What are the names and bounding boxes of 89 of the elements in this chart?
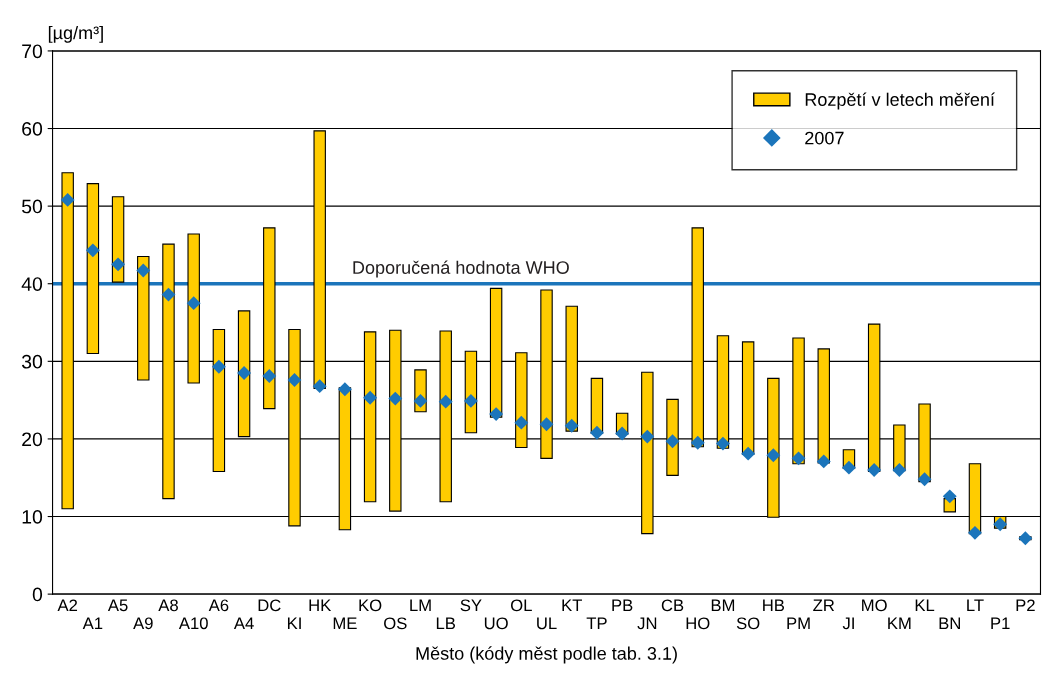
x-tick-label: PB <box>612 599 633 612</box>
point <box>85 243 100 258</box>
x-tick-label: P1 <box>991 617 1010 630</box>
x-tick-label: TP <box>586 617 607 630</box>
point <box>589 425 604 440</box>
x-tick-label: LM <box>410 599 431 612</box>
point <box>161 287 176 302</box>
y-tick-label: 20 <box>22 432 43 447</box>
x-tick-label: OS <box>384 617 407 630</box>
point <box>489 407 504 422</box>
point <box>816 454 831 469</box>
legend-label: Rozpětí v letech měření <box>805 92 995 110</box>
point <box>363 390 378 405</box>
y-tick-label: 30 <box>21 354 43 369</box>
y-tick-label: 50 <box>21 199 43 214</box>
point <box>842 460 856 475</box>
x-tick-label: PM <box>787 617 810 630</box>
point <box>917 472 932 487</box>
x-tick-label: CB <box>661 599 684 612</box>
x-tick-label: UO <box>484 617 508 630</box>
x-tick-label: BN <box>939 617 960 630</box>
x-tick-label: KT <box>562 599 582 612</box>
point <box>111 257 126 272</box>
x-tick-label: MO <box>862 599 887 612</box>
x-tick-label: A5 <box>107 599 128 612</box>
point <box>337 382 352 397</box>
x-tick-label: SO <box>736 617 760 630</box>
x-tick-label: JN <box>637 617 657 630</box>
x-tick-label: UL <box>537 617 557 630</box>
x-tick-label: HK <box>309 599 332 612</box>
point <box>741 446 756 461</box>
point <box>715 436 730 451</box>
x-tick-label: SY <box>460 599 482 612</box>
x-tick-label: A1 <box>82 617 103 630</box>
point <box>211 359 226 374</box>
legend-label: 2007 <box>805 131 844 145</box>
point <box>615 426 630 441</box>
point <box>766 448 781 463</box>
x-tick-label: A9 <box>133 617 153 630</box>
x-tick-label: A6 <box>208 599 229 612</box>
y-tick-label: 10 <box>22 509 43 524</box>
point <box>388 391 403 406</box>
point <box>60 192 75 207</box>
x-tick-label: A2 <box>57 599 78 612</box>
x-tick-label: KI <box>287 617 301 630</box>
point <box>438 394 453 409</box>
point <box>262 369 277 384</box>
point <box>514 415 529 430</box>
y-tick-label: 0 <box>32 587 43 602</box>
x-tick-label: ME <box>333 617 357 630</box>
point <box>312 379 327 394</box>
point <box>413 393 428 408</box>
point <box>539 417 554 432</box>
point <box>791 451 806 466</box>
point <box>690 435 705 450</box>
x-tick-label: A8 <box>158 599 178 612</box>
point <box>942 489 957 504</box>
y-tick-label: 70 <box>22 44 43 59</box>
x-tick-label: LT <box>967 599 984 612</box>
point <box>640 429 655 444</box>
point <box>463 393 478 408</box>
point <box>186 296 201 311</box>
point <box>564 418 579 433</box>
x-tick-label: JI <box>842 617 854 630</box>
x-axis-title: Město (kódy měst podle tab. 3.1) <box>416 646 677 664</box>
x-tick-label: KL <box>915 599 935 612</box>
x-tick-label: A4 <box>233 617 254 630</box>
x-tick-label: HB <box>763 599 785 612</box>
x-tick-label: KO <box>359 599 382 612</box>
x-tick-label: P2 <box>1016 599 1035 612</box>
x-tick-label: HO <box>686 617 710 630</box>
x-tick-label: DC <box>258 599 281 612</box>
x-tick-label: A10 <box>178 617 208 630</box>
point <box>136 263 151 278</box>
ref-line-label: Doporučená hodnota WHO <box>353 260 569 278</box>
point <box>287 373 302 387</box>
point <box>1018 531 1033 546</box>
point <box>892 463 907 477</box>
x-tick-label: BM <box>711 599 735 612</box>
x-tick-label: KM <box>888 617 911 630</box>
x-tick-label: LB <box>436 617 456 630</box>
x-tick-label: ZR <box>813 599 835 612</box>
y-tick-label: 60 <box>22 121 43 136</box>
point <box>968 525 982 540</box>
x-tick-label: OL <box>510 599 532 612</box>
y-tick-label: 40 <box>21 277 43 291</box>
point <box>867 463 882 477</box>
y-axis-title: [µg/m³] <box>48 25 103 43</box>
point <box>237 366 252 380</box>
